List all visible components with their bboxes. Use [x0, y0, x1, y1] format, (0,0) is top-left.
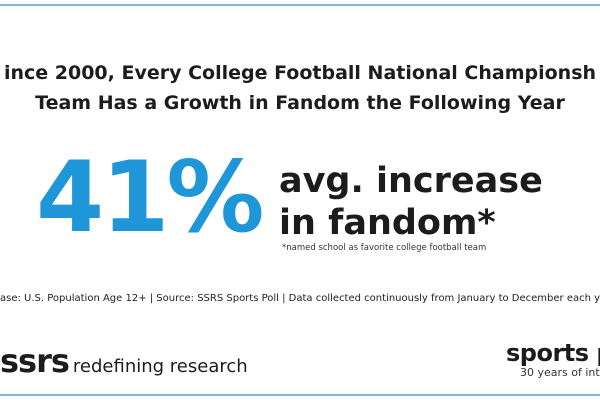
sports-poll-logo: sports p 30 years of intelli: [506, 340, 600, 379]
sports-poll-logo-tagline: 30 years of intelli: [520, 366, 600, 379]
stat-label: avg. increase in fandom*: [279, 160, 543, 244]
ssrs-logo-mark: ssrs: [0, 342, 70, 380]
ssrs-logo-tagline: redefining research: [72, 356, 248, 377]
stat-value: 41%: [36, 141, 265, 255]
stat-label-line-2: in fandom*: [279, 203, 496, 243]
bottom-divider: [0, 394, 600, 396]
headline: ince 2000, Every College Football Nation…: [0, 58, 600, 118]
ssrs-logo: ssrs redefining research: [0, 342, 248, 382]
headline-line-1: ince 2000, Every College Football Nation…: [3, 62, 597, 84]
stat-footnote: *named school as favorite college footba…: [282, 243, 487, 253]
stat-label-line-1: avg. increase: [279, 161, 543, 201]
top-divider: [0, 4, 600, 6]
headline-line-2: Team Has a Growth in Fandom the Followin…: [35, 92, 565, 114]
sports-poll-logo-mark: sports p: [506, 340, 600, 367]
source-note: ase: U.S. Population Age 12+ | Source: S…: [0, 293, 600, 304]
